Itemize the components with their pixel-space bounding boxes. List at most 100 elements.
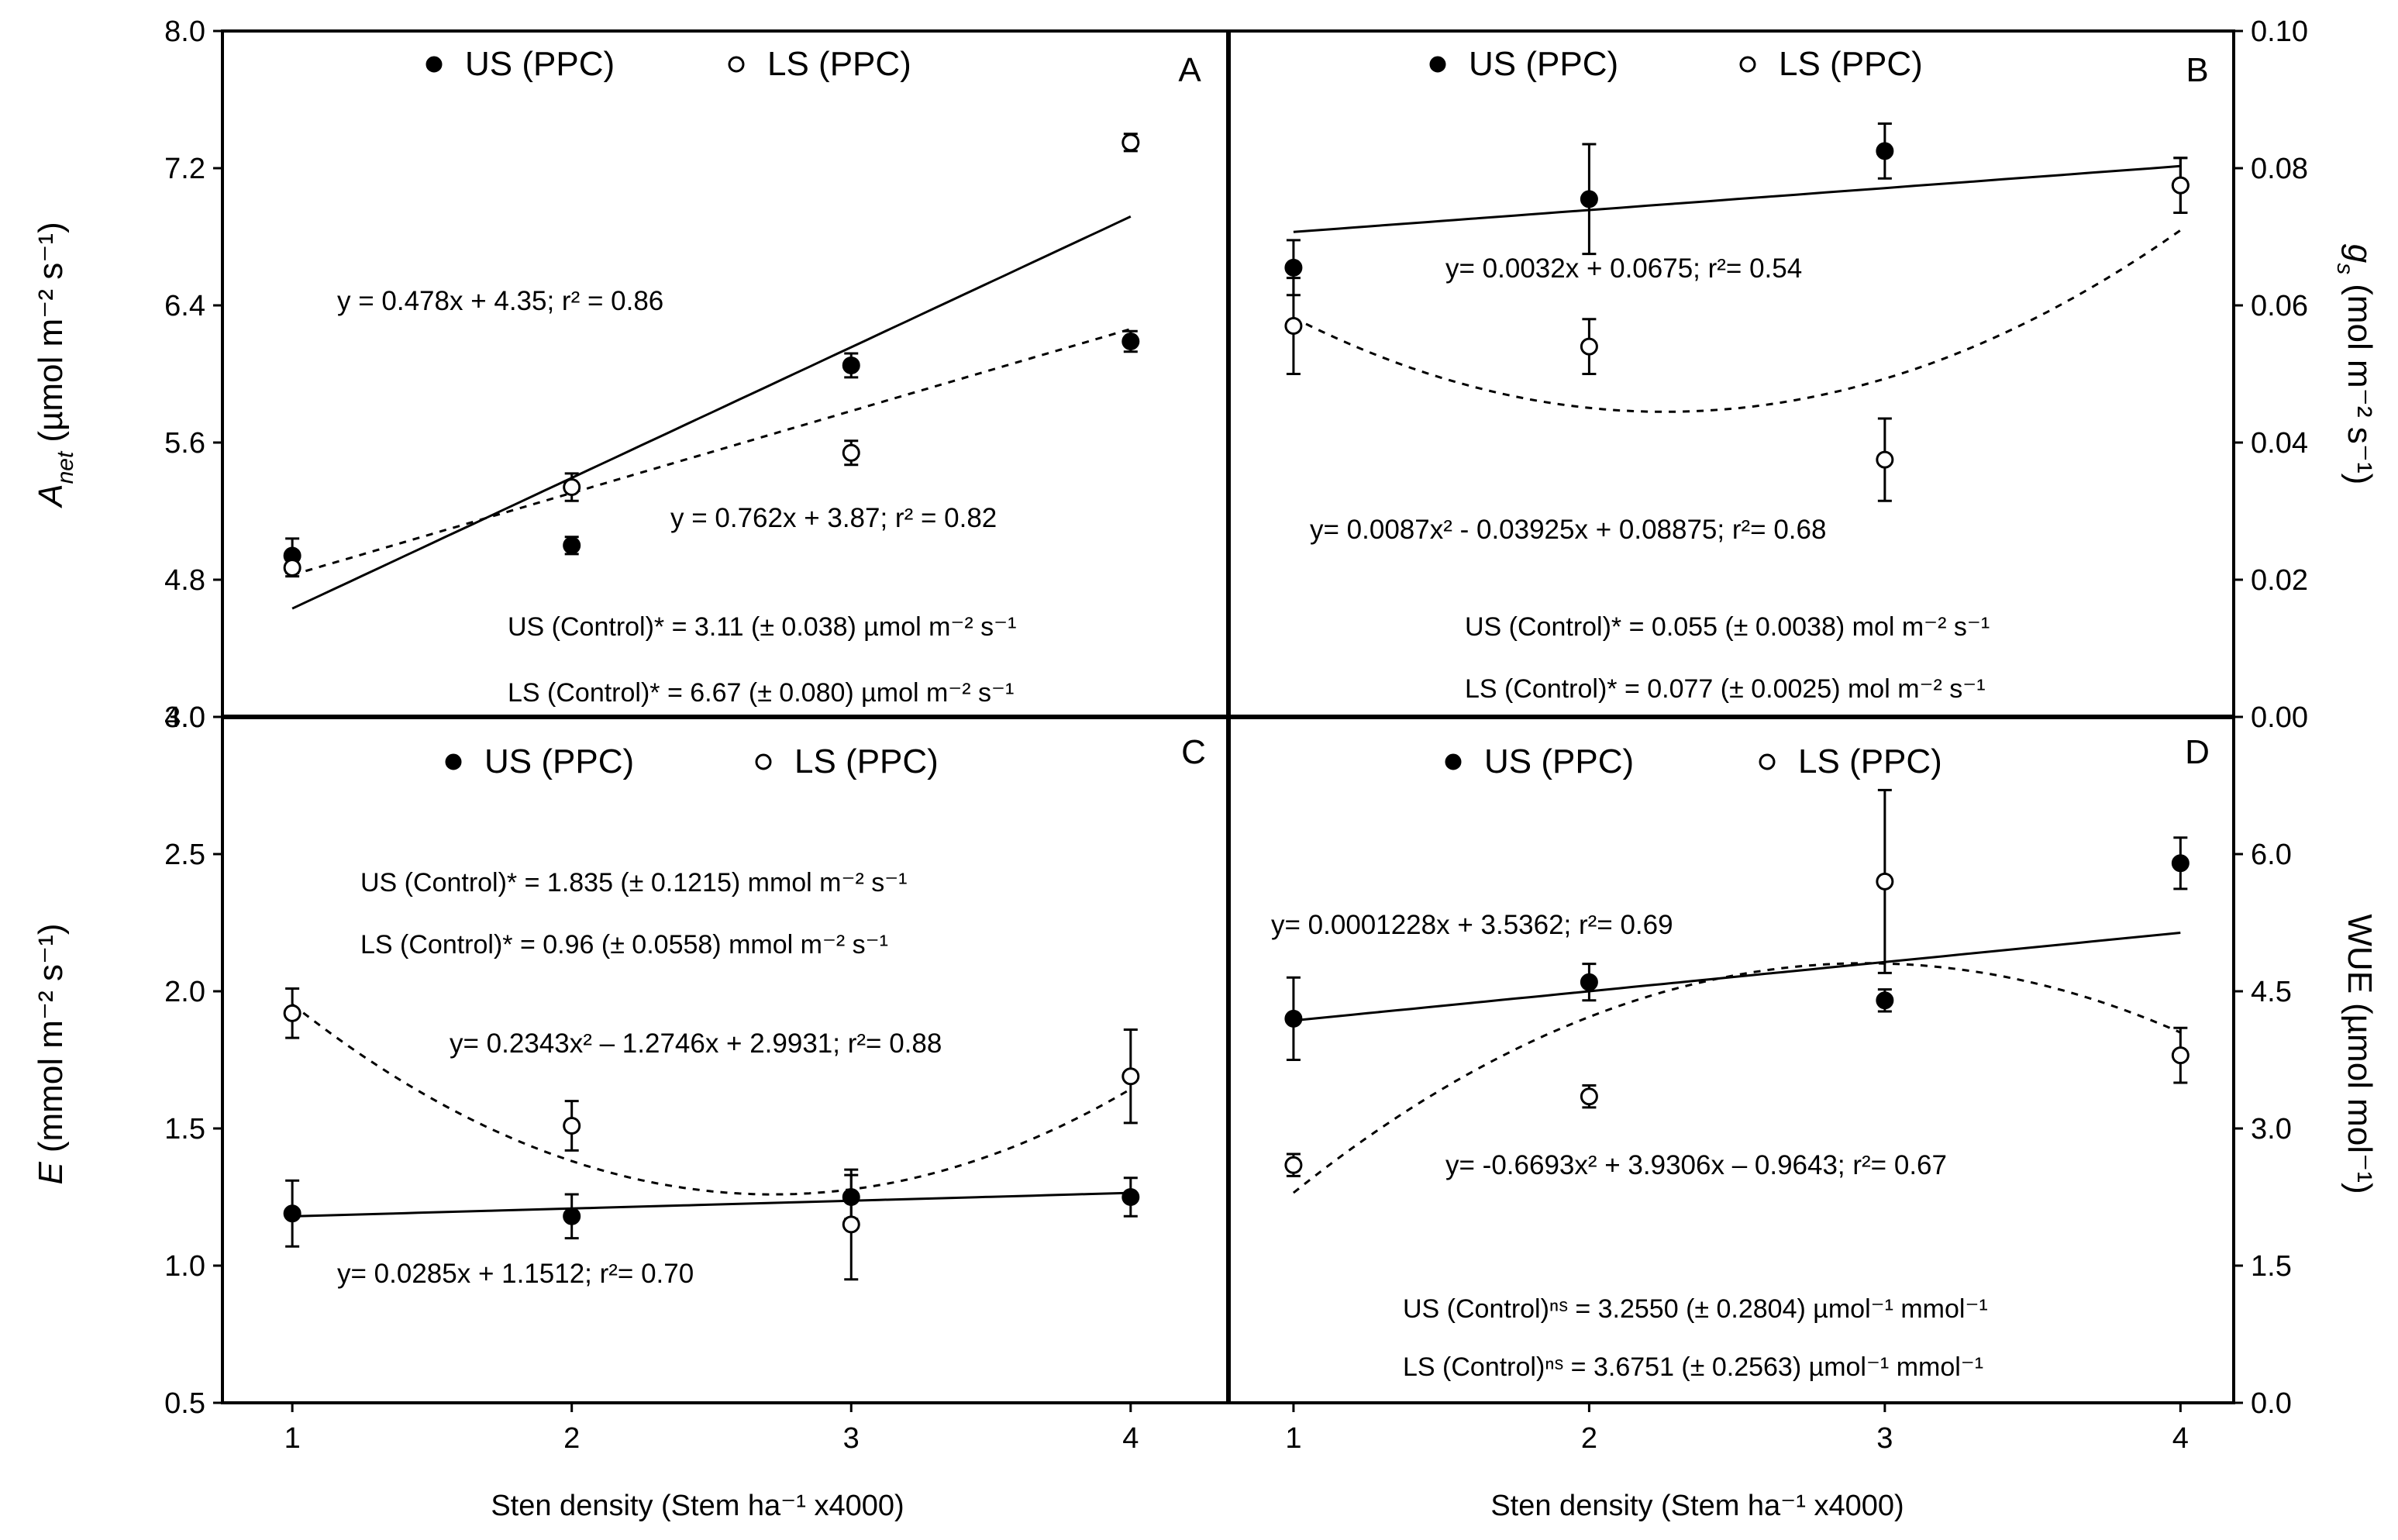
- y-tick-label: 0.06: [2251, 290, 2308, 322]
- y-tick-label: 2.5: [164, 839, 205, 871]
- y-tick-label: 4.8: [164, 564, 205, 597]
- y-tick-label: 0.00: [2251, 701, 2308, 734]
- panel-letter: D: [2185, 733, 2210, 771]
- us-point: [1876, 991, 1894, 1010]
- legend-marker: [728, 56, 745, 73]
- y-tick-label: 1.0: [164, 1250, 205, 1283]
- control-annotation: US (Control)* = 1.835 (± 0.1215) mmol m⁻…: [360, 868, 907, 897]
- panel-b-ylabel: gs(mol m⁻² s⁻¹): [2332, 244, 2379, 485]
- y-tick-label: 4.0: [164, 701, 205, 734]
- legend-label: US (PPC): [484, 742, 634, 780]
- fit-line-us: [1293, 164, 2181, 233]
- panel-c: 0.5 1.0 1.5 2.0 2.5 3.0 C US (PPC) LS (PPC) y= 0.…: [164, 701, 1206, 1420]
- y-tick-label: 1.5: [2251, 1250, 2292, 1283]
- y-tick-label: 8.0: [164, 16, 205, 48]
- ls-point: [1876, 450, 1894, 469]
- ls-point: [1876, 872, 1894, 891]
- panel-d: 0.0 1.5 3.0 4.5 6.0 D US (PPC) LS (PPC) y= 0.000…: [1271, 733, 2292, 1420]
- legend-marker: [445, 753, 462, 770]
- control-annotation: LS (Control)* = 0.96 (± 0.0558) mmol m⁻²…: [360, 930, 888, 959]
- legend-label: LS (PPC): [1779, 45, 1923, 83]
- control-annotation: US (Control)* = 3.11 (± 0.038) µmol m⁻² …: [508, 612, 1016, 642]
- y-tick-label: 7.2: [164, 153, 205, 185]
- panel-letter: A: [1178, 51, 1201, 89]
- fit-line-us: [1293, 932, 2181, 1022]
- ls-point: [283, 1004, 301, 1022]
- fit-equation: y= 0.2343x² – 1.2746x + 2.9931; r²= 0.88: [450, 1028, 942, 1059]
- legend-label: LS (PPC): [767, 45, 911, 83]
- us-point: [563, 1207, 581, 1225]
- y-tick-label: 0.10: [2251, 16, 2308, 48]
- legend-marker: [755, 753, 772, 770]
- y-tick-label: 0.04: [2251, 427, 2308, 460]
- us-point: [563, 536, 581, 555]
- ls-point: [1580, 1087, 1598, 1106]
- fit-equation: y= 0.0285x + 1.1512; r²= 0.70: [337, 1259, 694, 1289]
- ls-point: [1580, 337, 1598, 356]
- ls-point: [1121, 1067, 1140, 1086]
- fit-line-ls: [1293, 229, 2182, 413]
- panel-b: 0.00 0.02 0.04 0.06 0.08 0.10 B US (PPC) LS (PPC…: [1284, 16, 2308, 734]
- y-tick-label: 4.5: [2251, 976, 2292, 1008]
- ls-point: [1121, 133, 1140, 152]
- ls-point: [842, 1215, 860, 1234]
- us-point: [283, 1204, 301, 1223]
- ls-point: [842, 443, 860, 462]
- x-tick-label: 2: [1581, 1422, 1597, 1455]
- fit-equation: y= 0.0001228x + 3.5362; r²= 0.69: [1271, 910, 1673, 940]
- control-annotation: LS (Control)ⁿˢ = 3.6751 (± 0.2563) µmol⁻…: [1403, 1352, 1983, 1382]
- ls-point: [2171, 1046, 2190, 1065]
- us-point: [1580, 190, 1598, 208]
- ls-point: [1284, 317, 1303, 336]
- legend-marker: [1759, 753, 1776, 770]
- panel-d-ylabel: WUE(µmol mol⁻¹): [2341, 914, 2379, 1194]
- x-tick-label: 3: [843, 1422, 860, 1455]
- legend-label: US (PPC): [1484, 742, 1634, 780]
- us-point: [1284, 1009, 1303, 1028]
- fit-line-us: [292, 1191, 1131, 1218]
- fit-equation: y= -0.6693x² + 3.9306x – 0.9643; r²= 0.6…: [1445, 1150, 1947, 1180]
- control-annotation: LS (Control)* = 6.67 (± 0.080) µmol m⁻² …: [508, 678, 1014, 708]
- us-point: [1284, 258, 1303, 277]
- ls-point: [1284, 1156, 1303, 1174]
- x-axis-title-right: Sten density (Stem ha⁻¹ x4000): [1490, 1490, 1904, 1522]
- panels: 4.0 4.8 5.6 6.4 7.2 8.0 A US (PPC) LS (PPC) y = 0…: [164, 16, 2308, 1420]
- us-point: [2171, 854, 2190, 873]
- legend-marker: [1739, 56, 1756, 73]
- x-tick-label: 4: [2172, 1422, 2189, 1455]
- fit-equation: y = 0.478x + 4.35; r² = 0.86: [337, 286, 663, 316]
- legend-marker: [1445, 753, 1462, 770]
- control-annotation: LS (Control)* = 0.077 (± 0.0025) mol m⁻²…: [1465, 674, 1986, 704]
- fit-line-ls: [291, 328, 1132, 577]
- x-axis: 1 2 3 4 1 2 3 4: [284, 1403, 2189, 1455]
- fit-equation: y= 0.0087x² - 0.03925x + 0.08875; r²= 0.…: [1310, 515, 1826, 545]
- y-tick-label: 2.0: [164, 976, 205, 1008]
- x-tick-label: 3: [1876, 1422, 1893, 1455]
- legend-label: US (PPC): [1469, 45, 1618, 83]
- legend-label: LS (PPC): [794, 742, 939, 780]
- fit-equation: y = 0.762x + 3.87; r² = 0.82: [670, 503, 997, 533]
- us-point: [1121, 332, 1140, 350]
- x-tick-label: 1: [1285, 1422, 1301, 1455]
- y-tick-label: 5.6: [164, 427, 205, 460]
- panel-letter: C: [1181, 733, 1206, 771]
- fit-line-us: [291, 215, 1132, 610]
- panel-letter: B: [2186, 51, 2208, 89]
- us-point: [1121, 1188, 1140, 1206]
- us-point: [1876, 142, 1894, 160]
- legend-marker: [1429, 56, 1446, 73]
- x-tick-label: 1: [284, 1422, 301, 1455]
- y-tick-label: 0.5: [164, 1387, 205, 1420]
- ls-point: [283, 559, 301, 577]
- y-tick-label: 6.0: [2251, 839, 2292, 871]
- fit-equation: y= 0.0032x + 0.0675; r²= 0.54: [1445, 253, 1802, 284]
- us-point: [1580, 973, 1598, 991]
- fit-line-ls: [291, 1003, 1132, 1196]
- us-point: [842, 356, 860, 374]
- y-tick-label: 3.0: [2251, 1113, 2292, 1146]
- fit-line-ls: [1292, 962, 2181, 1194]
- x-tick-label: 4: [1122, 1422, 1139, 1455]
- legend-label: LS (PPC): [1798, 742, 1942, 780]
- y-tick-label: 0.08: [2251, 153, 2308, 185]
